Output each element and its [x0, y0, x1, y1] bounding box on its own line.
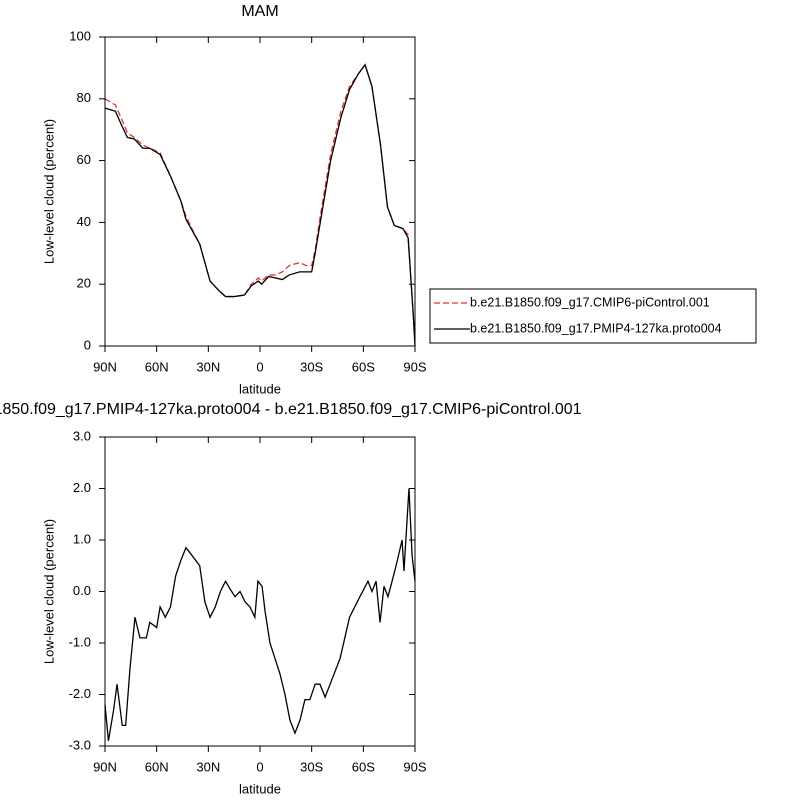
- x-tick-label: 90S: [403, 759, 426, 774]
- y-tick-label: -2.0: [69, 686, 91, 701]
- y-tick-label: 3.0: [73, 428, 91, 443]
- data-line: [104, 63, 416, 347]
- x-tick-label: 90S: [403, 359, 426, 374]
- y-tick-label: 0.0: [73, 583, 91, 598]
- plot-frame: [104, 36, 416, 347]
- plot-frame: [104, 436, 416, 747]
- x-tick-label: 30S: [300, 359, 323, 374]
- x-tick-label: 90N: [93, 759, 117, 774]
- legend-label: b.e21.B1850.f09_g17.CMIP6-piControl.001: [470, 295, 710, 309]
- x-axis-label: latitude: [239, 781, 281, 796]
- y-tick-label: 40: [77, 214, 91, 229]
- y-tick-label: 2.0: [73, 480, 91, 495]
- x-tick-label: 60S: [352, 759, 375, 774]
- y-tick-label: 80: [77, 90, 91, 105]
- data-line: [104, 63, 416, 347]
- chart-title: MAM: [241, 3, 278, 20]
- chart-title: b.e21.B1850.f09_g17.PMIP4-127ka.proto004…: [0, 401, 582, 418]
- x-tick-label: 90N: [93, 359, 117, 374]
- x-tick-label: 30N: [196, 759, 220, 774]
- data-line: [104, 488, 416, 741]
- y-tick-label: 1.0: [73, 531, 91, 546]
- x-tick-label: 30S: [300, 759, 323, 774]
- x-tick-label: 30N: [196, 359, 220, 374]
- x-axis-label: latitude: [239, 381, 281, 396]
- x-tick-label: 60N: [145, 359, 169, 374]
- x-tick-label: 60N: [145, 759, 169, 774]
- legend-label: b.e21.B1850.f09_g17.PMIP4-127ka.proto004: [470, 321, 722, 335]
- y-tick-label: 20: [77, 276, 91, 291]
- x-tick-label: 0: [256, 759, 263, 774]
- y-axis-label: Low-level cloud (percent): [41, 519, 56, 664]
- x-tick-label: 0: [256, 359, 263, 374]
- y-tick-label: 60: [77, 152, 91, 167]
- y-tick-label: -1.0: [69, 634, 91, 649]
- x-tick-label: 60S: [352, 359, 375, 374]
- legend-box: [429, 288, 757, 344]
- y-tick-label: 0: [84, 337, 91, 352]
- y-axis-label: Low-level cloud (percent): [41, 119, 56, 264]
- y-tick-label: 100: [69, 28, 91, 43]
- y-tick-label: -3.0: [69, 737, 91, 752]
